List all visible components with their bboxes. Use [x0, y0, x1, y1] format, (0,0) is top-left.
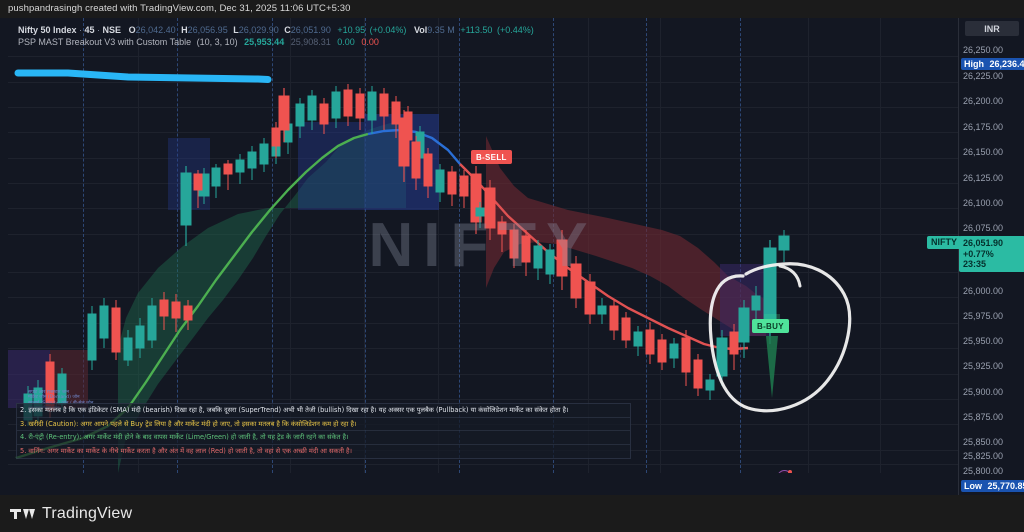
price-tick: 25,925.00	[963, 361, 1004, 371]
legend-interval[interactable]: 45	[84, 25, 95, 35]
last-price-value: 26,051.90	[963, 238, 1004, 248]
price-tick: 26,150.00	[963, 147, 1004, 157]
price-tick: 25,975.00	[963, 311, 1004, 321]
buy-arrow-marker	[766, 336, 778, 398]
legend-symbol[interactable]: Nifty 50 Index	[18, 25, 77, 35]
last-price-countdown: 23:35	[963, 259, 987, 269]
indicator-value-1: 25,953.44	[244, 37, 285, 47]
attribution-bar: pushpandrasingh created with TradingView…	[0, 0, 1024, 18]
price-tick: 25,825.00	[963, 451, 1004, 461]
currency-badge[interactable]: INR	[965, 21, 1019, 36]
price-tick: 26,250.00	[963, 45, 1004, 55]
left-info-line: सपोर्ट और रेजिस्टेंस जोन	[28, 390, 70, 395]
ohlc-c-value: 26,051.90	[290, 25, 331, 35]
indicator-value-3: 0.00	[337, 37, 355, 47]
left-info-line: मार्केट जोन (Demand) जोन	[28, 395, 80, 401]
price-tick: 26,000.00	[963, 286, 1004, 296]
supertrend-down-cloud	[486, 136, 766, 336]
price-tick: 26,075.00	[963, 223, 1004, 233]
high-value: 26,236.40	[989, 59, 1024, 69]
price-scale[interactable]: INR 26,250.00 High 26,236.40 26,225.00 2…	[927, 18, 1024, 495]
high-price-pill: High 26,236.40	[961, 58, 1024, 70]
indicator-value-2: 25,908.31	[290, 37, 331, 47]
price-tick: 25,800.00	[963, 466, 1004, 476]
consolidation-box-2	[298, 122, 364, 210]
chart-frame[interactable]: NIFTY	[0, 18, 1024, 495]
last-price-badge[interactable]: NIFTY 26,051.90 +0.77% 23:35	[927, 236, 1024, 272]
supertrend-line-down	[459, 163, 749, 351]
table-row: 4. री-एंट्री (Re-entry): अगर मार्केट मंद…	[17, 431, 630, 445]
plot-clip	[8, 18, 958, 473]
low-value: 25,770.85	[987, 481, 1024, 491]
cyan-band	[14, 69, 272, 83]
supertrend-up-cloud	[118, 118, 406, 473]
legend-change: +10.95	[337, 25, 366, 35]
price-tick: 26,100.00	[963, 198, 1004, 208]
price-plot	[8, 69, 852, 473]
price-tick: 25,850.00	[963, 437, 1004, 447]
table-row: 5. वार्निंग: अगर मार्केट का मार्केट के न…	[20, 446, 353, 455]
legend-symbol-row: Nifty 50 Index · 45 · NSE O26,042.40 H26…	[18, 25, 534, 35]
ohlc-h-label: H	[181, 25, 188, 35]
legend-vol-change: +113.50	[460, 25, 493, 35]
legend-vol-label: Vol	[413, 25, 428, 35]
bottom-bar: TradingView	[0, 495, 1024, 532]
tradingview-mark-icon	[10, 508, 35, 519]
price-tick: 26,175.00	[963, 122, 1004, 132]
legend-vol-change-pct: (+0.44%)	[496, 25, 534, 35]
chart-pane[interactable]: NIFTY	[8, 18, 958, 473]
freehand-circle-annotation	[708, 262, 852, 413]
price-tick: 26,125.00	[963, 173, 1004, 183]
custom-table-overlay[interactable]: 2. इसका मतलब है कि एक इंडिकेटर (SMA) मंद…	[16, 403, 631, 459]
last-price-tag: NIFTY	[927, 236, 961, 249]
indicator-name[interactable]: PSP MAST Breakout V3 with Custom Table	[18, 37, 192, 47]
chart-legend: Nifty 50 Index · 45 · NSE O26,042.40 H26…	[18, 24, 534, 48]
replay-dot-icon	[788, 470, 792, 473]
legend-exchange: NSE	[102, 25, 122, 35]
high-tag: High	[964, 59, 984, 69]
supply-zone	[50, 350, 88, 408]
ohlc-o-value: 26,042.40	[135, 25, 176, 35]
table-row: 2. इसका मतलब है कि एक इंडिकेटर (SMA) मंद…	[17, 404, 630, 418]
candle-series	[23, 84, 790, 426]
last-price-change: +0.77%	[963, 248, 994, 259]
price-tick: 25,950.00	[963, 336, 1004, 346]
low-price-pill: Low 25,770.85	[961, 480, 1024, 492]
price-tick: 26,225.00	[963, 71, 1004, 81]
ohlc-h-value: 26,056.95	[187, 25, 228, 35]
ohlc-l-value: 26,029.90	[238, 25, 279, 35]
ohlc-l-label: L	[233, 25, 239, 35]
ohlc-o-label: O	[128, 25, 136, 35]
tradingview-wordmark: TradingView	[42, 504, 133, 522]
legend-indicator-row: PSP MAST Breakout V3 with Custom Table (…	[18, 36, 534, 48]
low-tag: Low	[964, 481, 982, 491]
sell-signal-label[interactable]: B-SELL	[471, 150, 512, 164]
legend-vol-value: 9.35 M	[427, 25, 455, 35]
replay-marker-icon[interactable]	[777, 470, 792, 473]
legend-change-pct: (+0.04%)	[369, 25, 407, 35]
table-row: 3. खरीदी (Caution): अगर आपने पहले से Buy…	[17, 418, 630, 431]
indicator-params: (10, 3, 10)	[196, 37, 238, 47]
price-tick: 25,900.00	[963, 387, 1004, 397]
ohlc-c-label: C	[284, 25, 291, 35]
price-tick: 26,200.00	[963, 96, 1004, 106]
indicator-value-4: 0.00	[361, 37, 379, 47]
price-tick: 25,875.00	[963, 412, 1004, 422]
tradingview-logo[interactable]: TradingView	[10, 505, 132, 523]
buy-signal-label[interactable]: B-BUY	[752, 319, 789, 333]
